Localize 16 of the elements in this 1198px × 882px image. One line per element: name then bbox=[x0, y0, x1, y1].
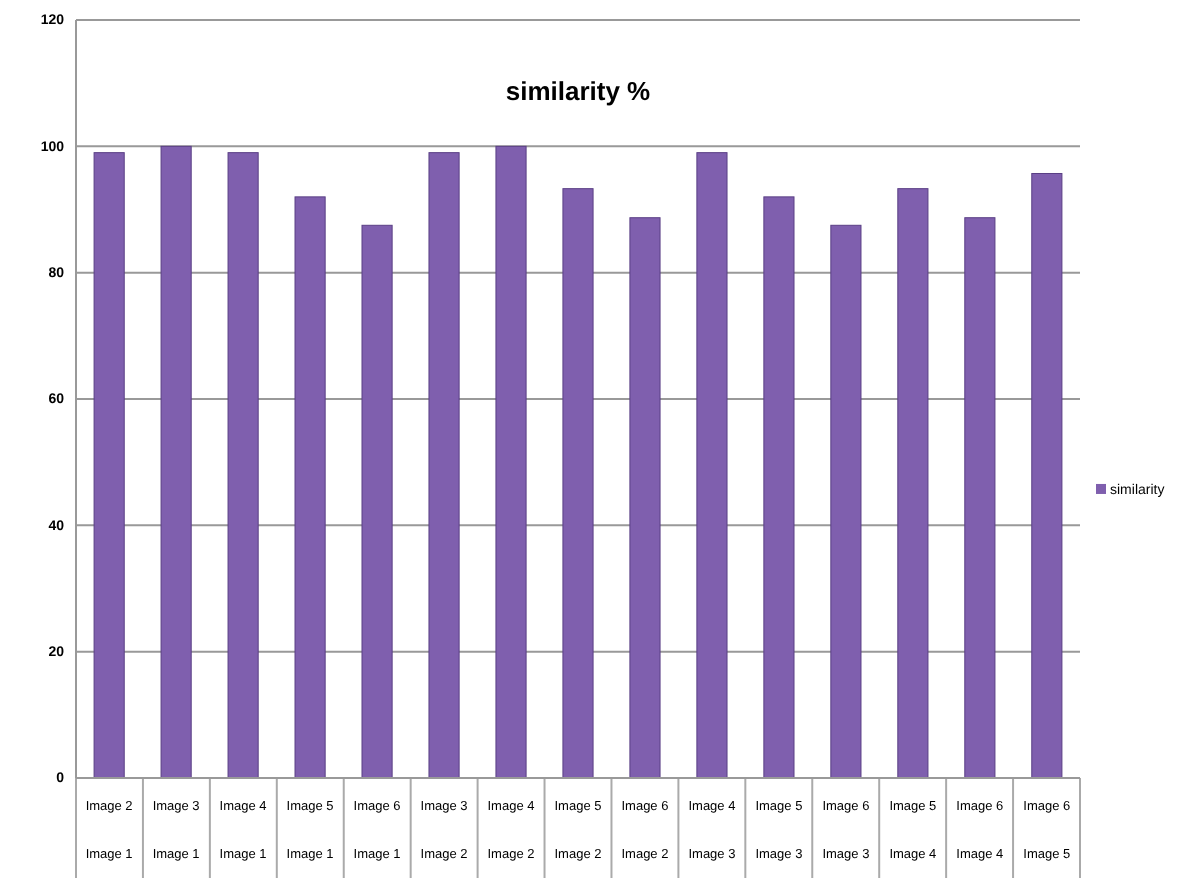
bar bbox=[495, 145, 527, 779]
bar bbox=[93, 152, 125, 779]
bar bbox=[897, 188, 929, 779]
bar bbox=[1031, 173, 1063, 779]
bar bbox=[361, 224, 393, 779]
bar bbox=[227, 152, 259, 779]
bar bbox=[696, 152, 728, 779]
bar bbox=[830, 224, 862, 779]
bar bbox=[428, 152, 460, 779]
bar bbox=[763, 196, 795, 779]
bar bbox=[629, 217, 661, 779]
bar bbox=[964, 217, 996, 779]
bar bbox=[160, 145, 192, 779]
text: similarity % bbox=[505, 76, 652, 106]
bar bbox=[562, 188, 594, 779]
bar bbox=[294, 196, 326, 779]
